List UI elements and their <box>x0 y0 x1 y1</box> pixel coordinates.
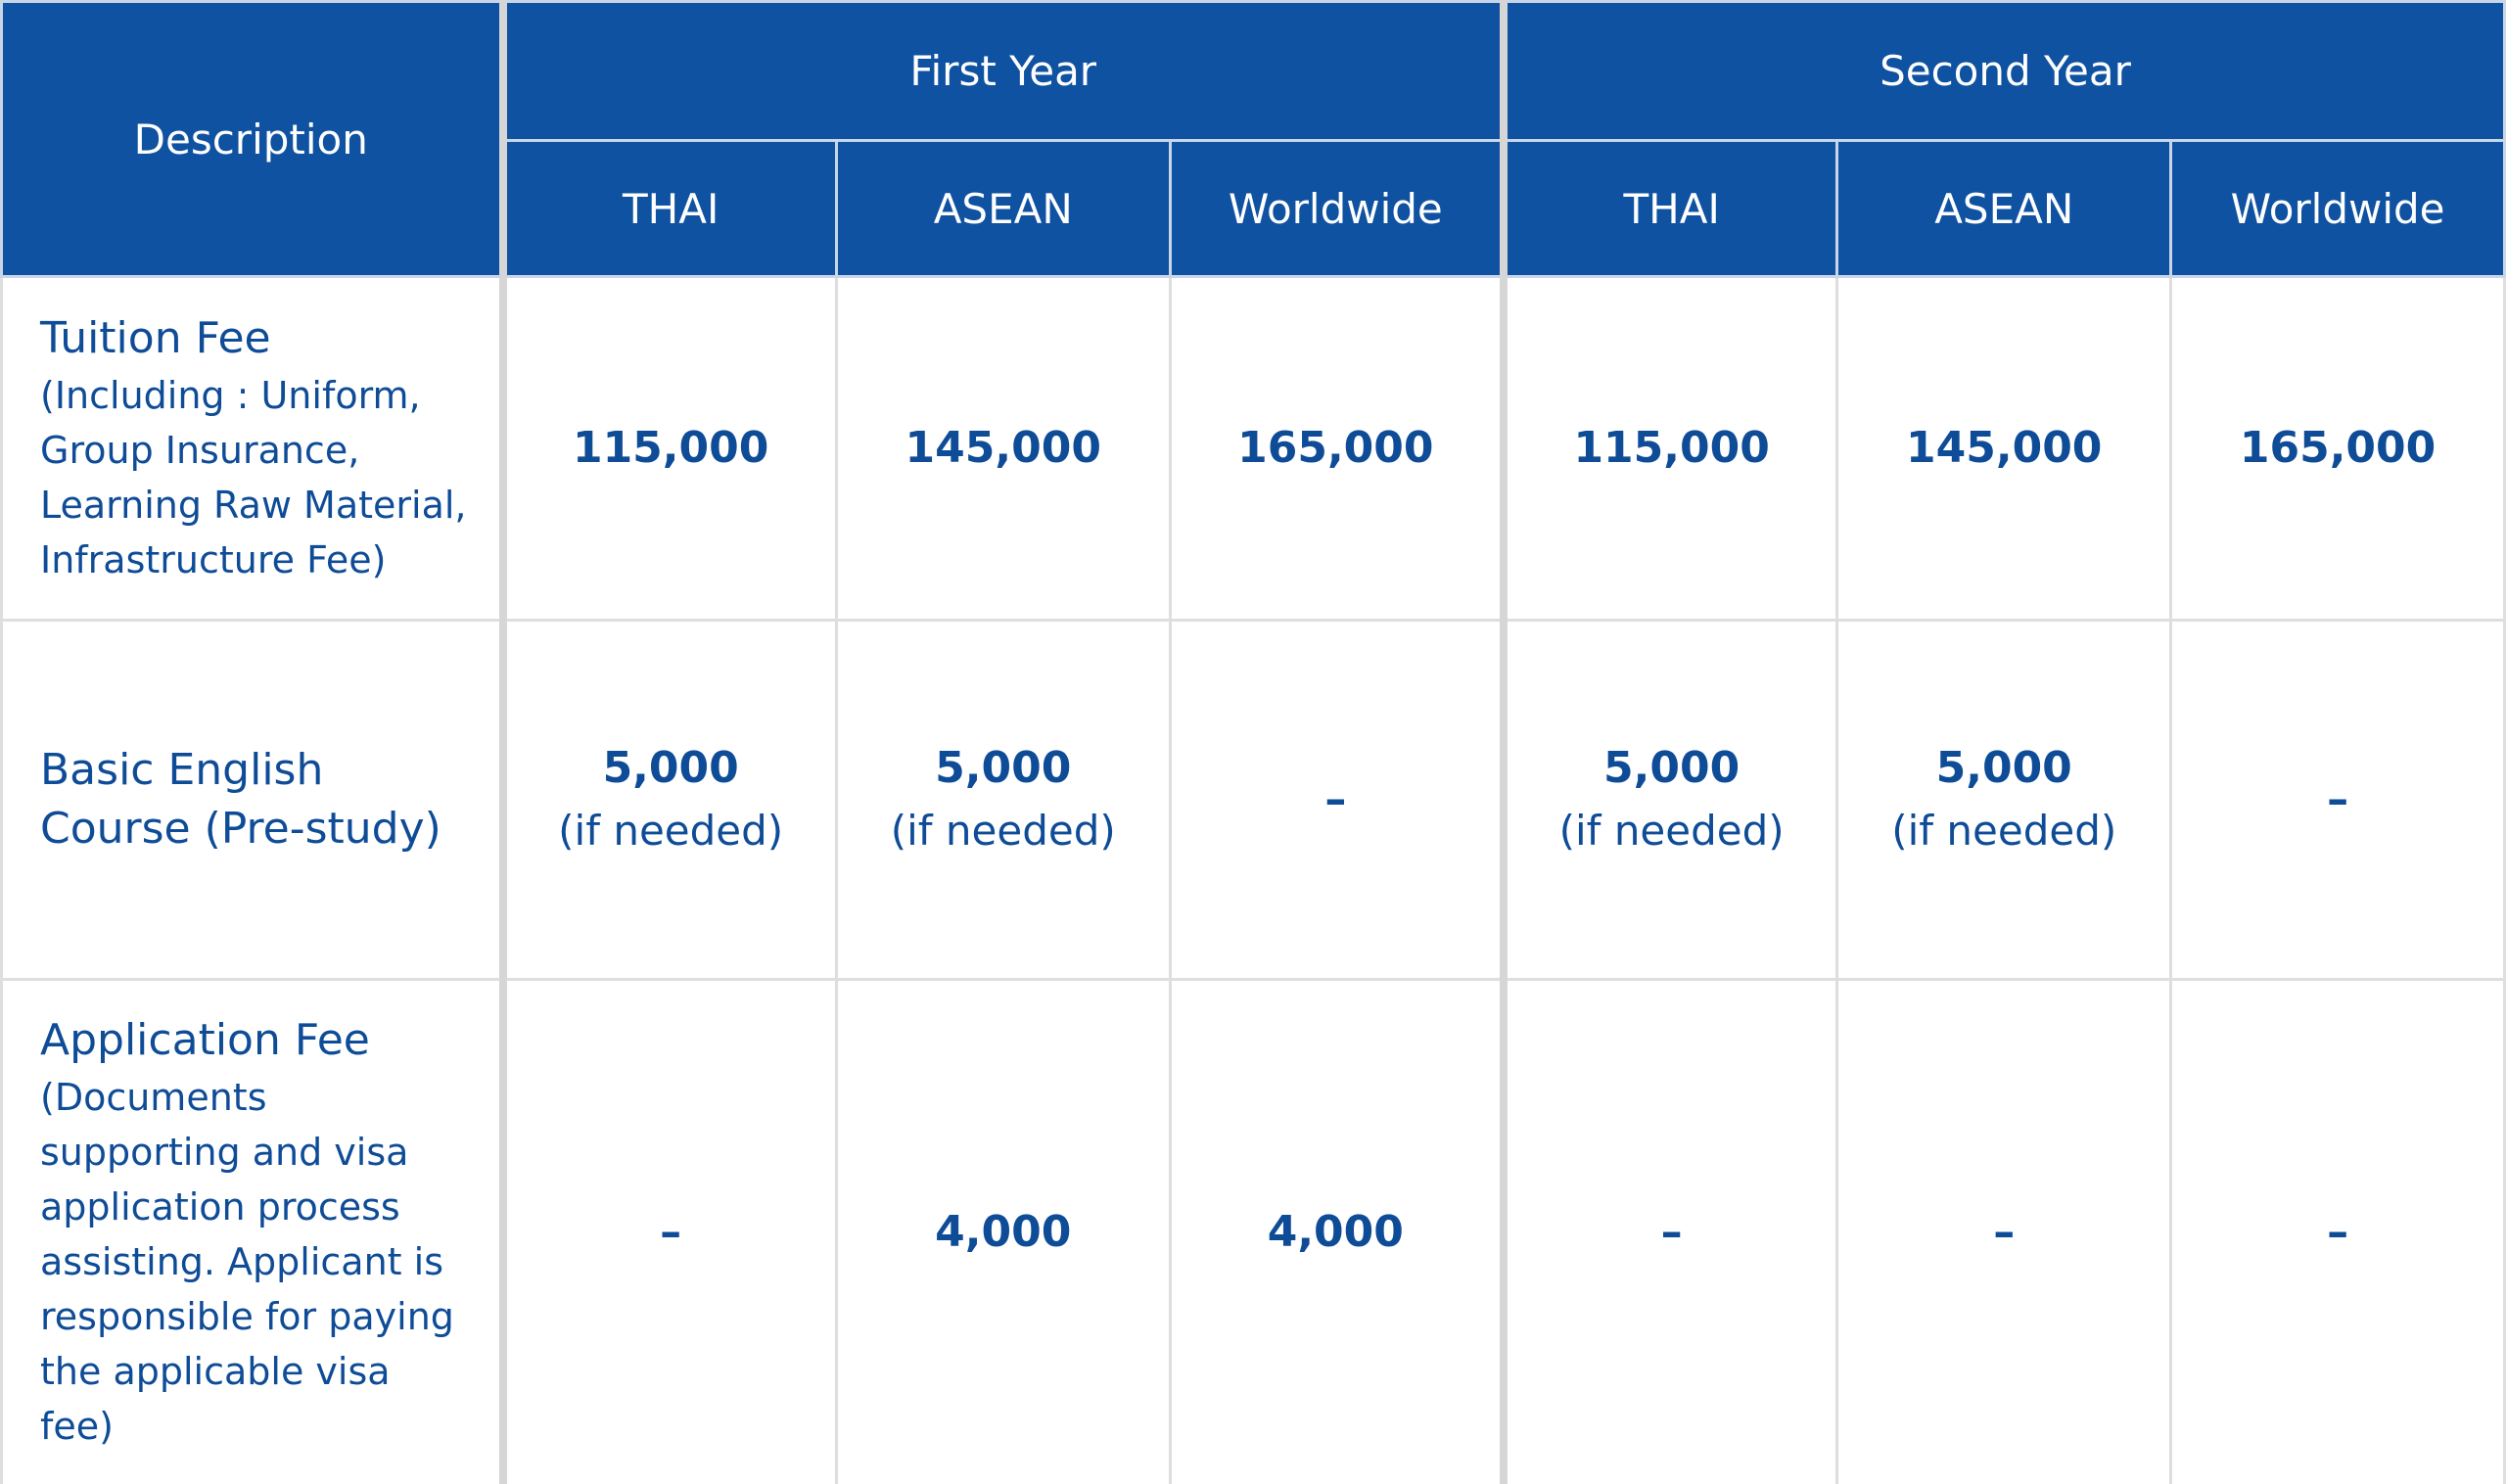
fee-note: (Documents supporting and visa applicati… <box>40 1076 454 1448</box>
fee-value: 115,000 <box>572 423 769 473</box>
fee-value: 5,000 <box>935 743 1072 793</box>
region-header: ASEAN <box>834 139 1172 278</box>
fee-cell: 115,000 <box>1499 275 1839 622</box>
region-header: THAI <box>498 139 838 278</box>
fee-cell: 5,000 (if needed) <box>498 619 838 981</box>
fee-value: – <box>1993 1207 2016 1257</box>
fee-note: (Including : Uniform, Group Insurance, L… <box>40 374 467 581</box>
fee-condition: (if needed) <box>558 807 784 855</box>
fee-value: 115,000 <box>1573 423 1770 473</box>
fee-value: 5,000 <box>1603 743 1740 793</box>
header-row: THAI ASEAN Worldwide THAI ASEAN Worldwide <box>2 139 2506 278</box>
fee-condition: (if needed) <box>1558 807 1785 855</box>
table-body: Tuition Fee (Including : Uniform, Group I… <box>0 275 2506 1484</box>
fee-cell: – <box>2169 619 2506 981</box>
fee-value: – <box>2327 774 2349 824</box>
region-header: Worldwide <box>2169 139 2506 278</box>
description-cell: Tuition Fee (Including : Uniform, Group I… <box>0 275 504 622</box>
fee-title: Tuition Fee <box>40 313 271 363</box>
fee-row: Application Fee (Documents supporting and… <box>0 978 2506 1484</box>
fee-value: 4,000 <box>1267 1207 1404 1257</box>
header-row: Description First Year Second Year <box>0 0 2506 278</box>
description-header: Description <box>0 0 504 278</box>
fee-cell: 4,000 <box>1168 978 1506 1484</box>
description-cell: Basic English Course (Pre-study) <box>0 619 504 981</box>
fee-cell: – <box>498 978 838 1484</box>
fee-cell: 5,000 (if needed) <box>1835 619 2173 981</box>
fee-value: 4,000 <box>935 1207 1072 1257</box>
fee-cell: 4,000 <box>834 978 1172 1484</box>
fee-cell: 145,000 <box>834 275 1172 622</box>
fee-row: Basic English Course (Pre-study) 5,000 (if… <box>0 619 2506 981</box>
fee-condition: (if needed) <box>1891 807 2117 855</box>
fee-row: Tuition Fee (Including : Uniform, Group I… <box>0 275 2506 622</box>
fee-value: 165,000 <box>1237 423 1434 473</box>
region-header: Worldwide <box>1168 139 1506 278</box>
fee-cell: 145,000 <box>1835 275 2173 622</box>
fee-value: – <box>1324 774 1347 824</box>
fee-cell: – <box>1835 978 2173 1484</box>
fee-cell: 165,000 <box>2169 275 2506 622</box>
fee-cell: 115,000 <box>498 275 838 622</box>
fee-value: – <box>1660 1207 1683 1257</box>
fee-value: 5,000 <box>1935 743 2072 793</box>
fee-cell: 5,000 (if needed) <box>1499 619 1839 981</box>
fee-cell: 165,000 <box>1168 275 1506 622</box>
fee-value: 5,000 <box>602 743 739 793</box>
fee-cell: 5,000 (if needed) <box>834 619 1172 981</box>
fee-cell: – <box>1168 619 1506 981</box>
fee-value: – <box>2327 1207 2349 1257</box>
fee-value: 165,000 <box>2239 423 2436 473</box>
fee-cell: – <box>1499 978 1839 1484</box>
fee-value: 145,000 <box>905 423 1101 473</box>
region-header: THAI <box>1499 139 1839 278</box>
fee-title: Application Fee <box>40 1015 370 1065</box>
fee-value: 145,000 <box>1906 423 2103 473</box>
year-header: First Year <box>498 0 1506 142</box>
region-header: ASEAN <box>1835 139 2173 278</box>
fee-title: Basic English Course (Pre-study) <box>40 745 441 854</box>
fee-cell: – <box>2169 978 2506 1484</box>
table-header: Description First Year Second Year THAI ASEA… <box>0 0 2506 278</box>
year-header: Second Year <box>1499 0 2506 142</box>
fee-value: – <box>660 1207 682 1257</box>
description-cell: Application Fee (Documents supporting and… <box>0 978 504 1484</box>
fee-condition: (if needed) <box>890 807 1116 855</box>
